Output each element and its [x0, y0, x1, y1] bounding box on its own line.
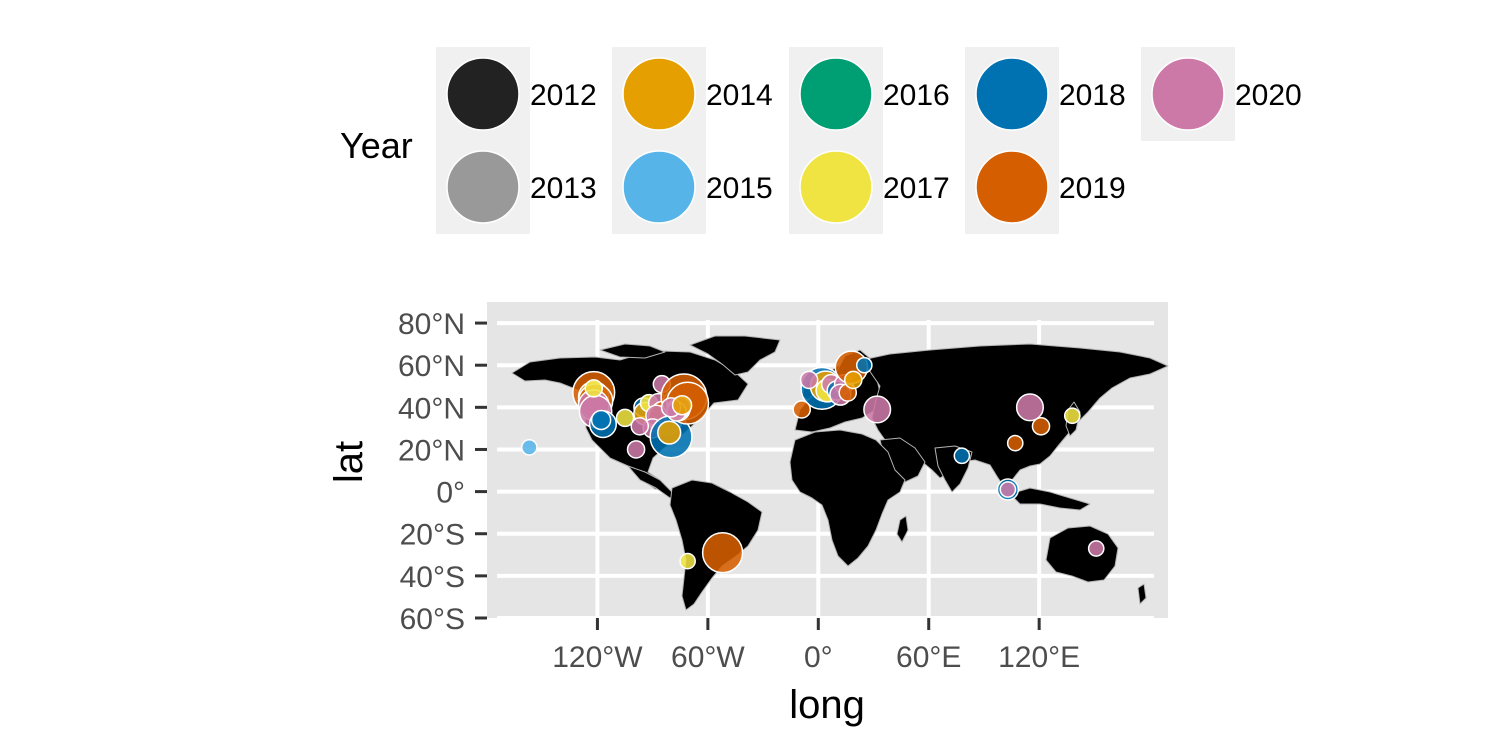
legend-swatch-2012 — [446, 57, 520, 131]
legend-label: 2019 — [1059, 172, 1126, 205]
x-tick-label: 120°E — [998, 641, 1080, 674]
point-2018 — [590, 409, 612, 431]
y-tick-label: 80°N — [398, 308, 465, 341]
land-madagascar — [896, 515, 909, 543]
point-2015 — [520, 439, 538, 456]
point-2019 — [701, 531, 744, 574]
y-axis: 80°N 60°N 40°N 20°N 0° 20°S 40°S 60°S — [398, 308, 487, 636]
legend-label: 2017 — [883, 172, 950, 205]
y-tick-label: 40°N — [398, 392, 465, 425]
legend-label: 2013 — [530, 172, 597, 205]
y-tick-label: 60°S — [400, 603, 465, 636]
y-tick-label: 60°N — [398, 350, 465, 383]
x-tick-label: 60°W — [671, 641, 745, 674]
x-tick-label: 60°E — [896, 641, 961, 674]
legend-label: 2018 — [1059, 79, 1126, 112]
point-2020 — [799, 370, 819, 390]
y-tick-label: 20°N — [398, 434, 465, 467]
legend: Year 2012 2013 2014 2015 2016 2017 2018 2019 202… — [340, 47, 1302, 234]
legend-label: 2014 — [706, 79, 773, 112]
point-2017 — [615, 408, 635, 428]
legend-swatch-2017 — [799, 150, 873, 224]
legend-swatch-2020 — [1151, 57, 1225, 131]
point-2020 — [999, 481, 1017, 498]
legend-swatch-2015 — [622, 150, 696, 224]
point-2014 — [671, 394, 693, 416]
point-2020 — [626, 440, 646, 459]
y-tick-label: 0° — [436, 477, 465, 510]
land-se-asia-islands — [1009, 487, 1091, 511]
point-2014 — [657, 420, 682, 445]
legend-swatch-2014 — [622, 57, 696, 131]
y-tick-label: 20°S — [400, 519, 465, 552]
land-new-zealand — [1137, 583, 1147, 605]
point-2018 — [953, 447, 971, 465]
point-2020 — [630, 416, 650, 436]
land-greenland — [689, 335, 781, 376]
point-2019 — [792, 400, 812, 419]
point-2018 — [855, 356, 873, 374]
land-africa — [789, 429, 906, 567]
point-2019 — [1031, 416, 1051, 436]
land-arctic-islands — [599, 343, 666, 359]
legend-keys: 2012 2013 2014 2015 2016 2017 2018 2019 2020 — [436, 47, 1302, 234]
point-2017 — [1063, 407, 1081, 425]
legend-title: Year — [340, 125, 413, 166]
legend-label: 2016 — [883, 79, 950, 112]
legend-label: 2012 — [530, 79, 597, 112]
legend-label: 2020 — [1235, 79, 1302, 112]
point-2020 — [863, 395, 892, 424]
legend-swatch-2018 — [975, 57, 1049, 131]
x-axis-title: long — [789, 683, 865, 727]
legend-label: 2015 — [706, 172, 773, 205]
y-axis-title: lat — [327, 441, 371, 483]
x-tick-label: 0° — [804, 641, 833, 674]
y-tick-label: 40°S — [400, 561, 465, 594]
point-2014 — [843, 370, 863, 390]
legend-swatch-2016 — [799, 57, 873, 131]
point-2020 — [1015, 393, 1045, 422]
point-2017 — [584, 379, 604, 398]
x-tick-label: 120°W — [552, 641, 643, 674]
point-2020 — [1087, 540, 1105, 557]
land-australia — [1045, 525, 1119, 583]
legend-swatch-2019 — [975, 150, 1049, 224]
point-2019 — [1006, 434, 1024, 452]
x-axis: 120°W 60°W 0° 60°E 120°E — [552, 618, 1080, 674]
data-points — [520, 350, 1105, 574]
legend-swatch-2013 — [446, 150, 520, 224]
point-2017 — [679, 552, 696, 570]
